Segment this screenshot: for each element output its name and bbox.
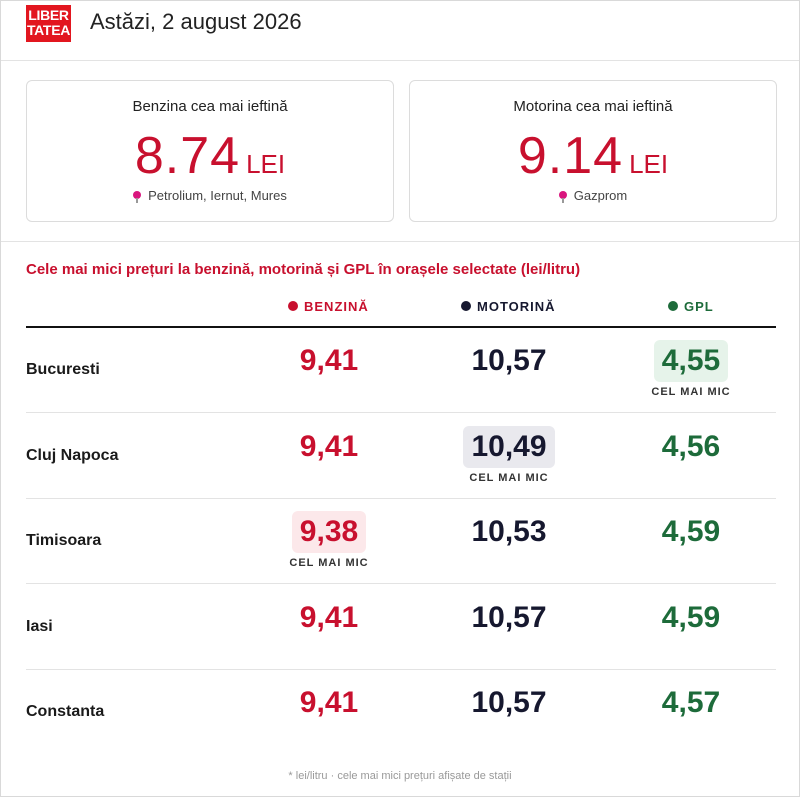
- benzina-price: 9,41: [299, 429, 359, 463]
- benzina-price: 9,41: [299, 600, 359, 634]
- red-dot-icon: [288, 301, 298, 311]
- motorina-price: 10,49: [463, 425, 555, 468]
- motorina-price-cell: 10,49 CEL MAI MIC: [439, 425, 579, 484]
- location-pin-icon: [558, 191, 567, 203]
- gpl-price-cell: 4,56: [621, 426, 761, 468]
- benzina-price-cell: 9,41: [259, 426, 399, 468]
- gpl-price-cell: 4,59: [621, 511, 761, 553]
- row-divider: [26, 412, 776, 413]
- card-title: Motorina cea mai ieftină: [513, 98, 673, 115]
- motorina-price-cell: 10,53: [439, 511, 579, 553]
- city-name: Bucuresti: [26, 361, 100, 378]
- card-location-text: Petrolium, Iernut, Mures: [148, 188, 287, 203]
- column-header-label: MOTORINĂ: [477, 299, 556, 314]
- column-header-motorina: MOTORINĂ: [461, 299, 556, 314]
- motorina-price-cell: 10,57: [439, 340, 579, 382]
- table-row[interactable]: Iasi 9,41 10,57 4,59: [26, 585, 776, 670]
- card-cheapest-benzina: Benzina cea mai ieftină 8.74 LEI Petroliu…: [26, 80, 394, 222]
- table-row[interactable]: Constanta 9,41 10,57 4,57: [26, 670, 776, 755]
- benzina-price-cell: 9,41: [259, 682, 399, 724]
- gpl-price: 4,59: [661, 515, 721, 548]
- card-price-unit: LEI: [629, 149, 669, 179]
- city-name: Constanta: [26, 703, 105, 720]
- benzina-price-cell: 9,41: [259, 340, 399, 382]
- gpl-price: 4,55: [653, 340, 729, 382]
- motorina-price: 10,57: [471, 600, 547, 634]
- column-header-label: GPL: [684, 299, 714, 314]
- table-header-rule: [26, 326, 776, 328]
- column-header-label: BENZINĂ: [304, 299, 369, 314]
- card-location-text: Gazprom: [573, 188, 628, 203]
- city-name: Cluj Napoca: [26, 446, 119, 464]
- libertatea-logo[interactable]: LIBER TATEA: [26, 5, 71, 42]
- current-date: Astăzi, 2 august 2026: [90, 9, 302, 34]
- gpl-price: 4,56: [661, 429, 721, 463]
- motorina-price: 10,53: [471, 515, 547, 548]
- motorina-price-cell: 10,57: [439, 597, 579, 639]
- benzina-price: 9,38: [291, 511, 367, 553]
- card-price: 8.74 LEI: [27, 126, 393, 186]
- gpl-price-cell: 4,57: [621, 682, 761, 724]
- card-price-value: 8.74: [134, 127, 241, 185]
- card-location: Gazprom: [410, 188, 776, 203]
- column-header-gpl: GPL: [668, 299, 714, 314]
- gpl-price-cell: 4,59: [621, 597, 761, 639]
- logo-line-1: LIBER: [28, 7, 69, 23]
- section-title: Cele mai mici prețuri la benzină, motori…: [26, 261, 581, 278]
- column-header-benzina: BENZINĂ: [288, 299, 369, 314]
- gpl-price: 4,57: [661, 686, 721, 719]
- section-divider: [1, 241, 799, 242]
- card-price-value: 9.14: [517, 127, 624, 185]
- lowest-price-tag: CEL MAI MIC: [469, 471, 549, 484]
- table-row[interactable]: Timisoara 9,38 CEL MAI MIC 10,53 4,59: [26, 499, 776, 584]
- row-divider: [26, 583, 776, 584]
- card-title: Benzina cea mai ieftină: [132, 98, 288, 115]
- green-dot-icon: [668, 301, 678, 311]
- card-price: 9.14 LEI: [410, 126, 776, 186]
- card-price-unit: LEI: [246, 149, 286, 179]
- motorina-price: 10,57: [471, 686, 547, 719]
- gpl-price-cell: 4,55 CEL MAI MIC: [621, 340, 761, 398]
- lowest-price-tag: CEL MAI MIC: [289, 557, 369, 569]
- benzina-price-cell: 9,38 CEL MAI MIC: [259, 511, 399, 569]
- table-row[interactable]: Cluj Napoca 9,41 10,49 CEL MAI MIC 4,56: [26, 414, 776, 499]
- location-pin-icon: [133, 191, 142, 203]
- benzina-price-cell: 9,41: [259, 597, 399, 639]
- benzina-price: 9,41: [299, 344, 359, 377]
- header: LIBER TATEA Astăzi, 2 august 2026: [1, 1, 799, 61]
- navy-dot-icon: [461, 301, 471, 311]
- logo-line-2: TATEA: [26, 22, 71, 38]
- card-location: Petrolium, Iernut, Mures: [27, 188, 393, 203]
- table-row[interactable]: Bucuresti 9,41 10,57 4,55 CEL MAI MIC: [26, 328, 776, 413]
- lowest-price-tag: CEL MAI MIC: [651, 386, 731, 398]
- benzina-price: 9,41: [299, 686, 359, 719]
- gpl-price: 4,59: [661, 600, 721, 634]
- card-cheapest-motorina: Motorina cea mai ieftină 9.14 LEI Gazprom: [409, 80, 777, 222]
- city-name: Iasi: [26, 617, 53, 635]
- footnote: * lei/litru · cele mai mici prețuri afiș…: [288, 770, 512, 782]
- city-name: Timisoara: [26, 532, 102, 549]
- motorina-price-cell: 10,57: [439, 682, 579, 724]
- motorina-price: 10,57: [471, 344, 547, 377]
- row-divider: [26, 497, 776, 499]
- row-divider: [26, 668, 776, 670]
